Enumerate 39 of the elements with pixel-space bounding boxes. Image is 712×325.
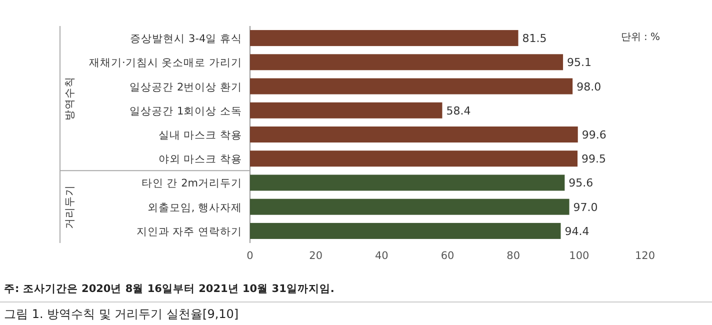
data-label: 58.4 <box>446 104 471 118</box>
bar <box>250 30 518 46</box>
text: 거리두기 <box>64 184 76 229</box>
x-tick-label: 0 <box>246 250 254 262</box>
data-label: 97.0 <box>573 200 598 214</box>
y-tick-label: 지인과 자주 연락하기 <box>136 226 242 238</box>
y-tick-label: 실내 마스크 착용 <box>158 130 242 142</box>
y-tick-label: 외출모임, 행사자제 <box>147 202 242 214</box>
x-tick-label: 20 <box>309 250 323 262</box>
data-label: 98.0 <box>576 80 602 94</box>
text: 주: 조사기간은 2020년 8월 16일부터 2021년 10월 31일까지임. <box>4 283 334 295</box>
data-label: 95.1 <box>567 56 592 70</box>
text: 방역수칙 <box>64 76 76 120</box>
bar <box>250 174 565 191</box>
annotation: 단위 : % <box>620 32 660 43</box>
y-tick-label: 일상공간 1회이상 소독 <box>130 105 242 118</box>
bar <box>250 126 578 142</box>
bar <box>250 222 561 239</box>
data-label: 94.4 <box>564 224 590 238</box>
x-tick-label: 60 <box>440 250 454 262</box>
data-label: 99.5 <box>582 152 606 166</box>
bar <box>250 102 442 118</box>
data-label: 95.6 <box>568 176 594 190</box>
x-tick-label: 80 <box>506 250 520 262</box>
y-tick-label: 증상발현시 3-4일 휴식 <box>130 33 242 46</box>
y-tick-label: 타인 간 2m거리두기 <box>141 178 242 190</box>
y-tick-label: 재채기·기침시 옷소매로 가리기 <box>88 57 242 70</box>
bar <box>250 78 573 94</box>
y-tick-label: 일상공간 2번이상 환기 <box>130 81 242 94</box>
bar <box>250 198 570 215</box>
y-tick-label: 야외 마스크 착용 <box>158 154 242 166</box>
bar <box>250 54 564 70</box>
bar <box>250 150 578 167</box>
x-tick-label: 120 <box>634 250 656 262</box>
x-tick-label: 100 <box>569 250 590 262</box>
x-tick-label: 40 <box>374 250 388 262</box>
data-label: 99.6 <box>582 128 606 142</box>
text: 그림 1. 방역수칙 및 거리두기 실천율[9,10] <box>4 307 239 321</box>
data-label: 81.5 <box>522 32 547 46</box>
